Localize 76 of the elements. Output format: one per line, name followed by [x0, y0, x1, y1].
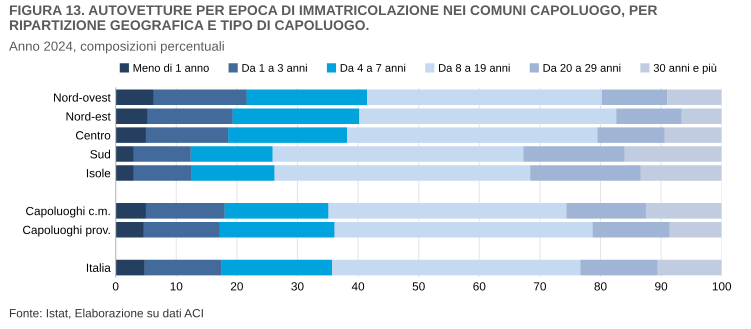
- bar: [664, 127, 722, 143]
- x-tick-label: 30: [291, 282, 304, 291]
- x-tick-label: 60: [473, 282, 486, 291]
- bar: [272, 146, 524, 162]
- bar: [274, 165, 530, 181]
- bar: [148, 108, 233, 124]
- bar: [347, 127, 598, 143]
- legend-label: Da 1 a 3 anni: [242, 64, 307, 72]
- bar: [367, 90, 602, 106]
- x-tick-label: 70: [534, 282, 546, 291]
- legend-label: 30 anni e più: [654, 64, 716, 74]
- bar: [190, 146, 273, 162]
- bar: [524, 146, 625, 162]
- x-tick-label: 0: [112, 282, 118, 291]
- legend-label: Da 4 a 7 anni: [340, 64, 406, 72]
- bar: [220, 222, 334, 238]
- x-tick-label: 100: [712, 282, 732, 291]
- x-tick-label: 90: [655, 282, 668, 291]
- bar: [116, 108, 148, 124]
- bar: [116, 90, 154, 106]
- chart-subtitle: Anno 2024, composizioni percentuali: [9, 41, 224, 54]
- y-tick-label: Centro: [76, 131, 110, 140]
- bar: [640, 165, 722, 181]
- bar: [116, 203, 146, 219]
- y-tick-label: Nord-ovest: [54, 93, 111, 102]
- bar: [116, 165, 134, 181]
- bar: [566, 203, 646, 219]
- y-tick-label: Nord-est: [66, 112, 111, 121]
- y-tick-label: Italia: [86, 263, 111, 272]
- bar: [154, 90, 247, 106]
- bar: [646, 203, 722, 219]
- bar: [334, 222, 593, 238]
- bar: [359, 108, 616, 124]
- bar: [116, 146, 134, 162]
- bar: [144, 222, 220, 238]
- bar: [134, 165, 192, 181]
- bar: [134, 146, 191, 162]
- legend-label: Da 20 a 29 anni: [544, 64, 620, 72]
- bar: [144, 260, 222, 276]
- bar: [191, 165, 274, 181]
- source-note: Fonte: Istat, Elaborazione su dati ACI: [10, 308, 203, 319]
- bar: [328, 203, 567, 219]
- bar: [146, 203, 225, 219]
- y-tick-label: Sud: [90, 150, 110, 158]
- bar: [232, 108, 360, 124]
- bar: [246, 90, 368, 106]
- bar: [667, 90, 722, 106]
- bar: [222, 260, 332, 276]
- bar: [530, 165, 640, 181]
- bar: [580, 260, 658, 276]
- bar: [682, 108, 722, 124]
- y-tick-label: Capoluoghi prov.: [23, 225, 110, 236]
- bar: [592, 222, 670, 238]
- bar: [116, 260, 145, 276]
- bar: [228, 127, 348, 143]
- bar: [224, 203, 328, 219]
- y-tick-label: Isole: [86, 168, 110, 178]
- bar: [597, 127, 665, 143]
- chart-title: FIGURA 13. AUTOVETTURE PER EPOCA DI IMMATRICOLAZIONE NEI COMUNI CAPOLUOGO, PER RIPARTIZIONE GEOGRAFICA E TIPO DI CAPOLUOGO.: [10, 5, 658, 30]
- bar: [602, 90, 668, 106]
- x-tick-label: 20: [230, 282, 243, 291]
- bar: [332, 260, 580, 276]
- bar: [670, 222, 722, 238]
- x-tick-label: 40: [352, 282, 364, 291]
- bar: [146, 127, 228, 143]
- legend-label: Da 8 a 19 anni: [439, 64, 510, 72]
- x-tick-label: 10: [170, 282, 182, 291]
- legend-label: Meno di 1 anno: [134, 64, 209, 72]
- bar: [657, 260, 722, 276]
- y-tick-label: Capoluoghi c.m.: [26, 206, 110, 218]
- x-tick-label: 50: [412, 282, 425, 291]
- bar: [624, 146, 722, 162]
- bar: [116, 127, 146, 143]
- x-tick-label: 80: [594, 282, 607, 291]
- bar: [616, 108, 682, 124]
- bar: [116, 222, 144, 238]
